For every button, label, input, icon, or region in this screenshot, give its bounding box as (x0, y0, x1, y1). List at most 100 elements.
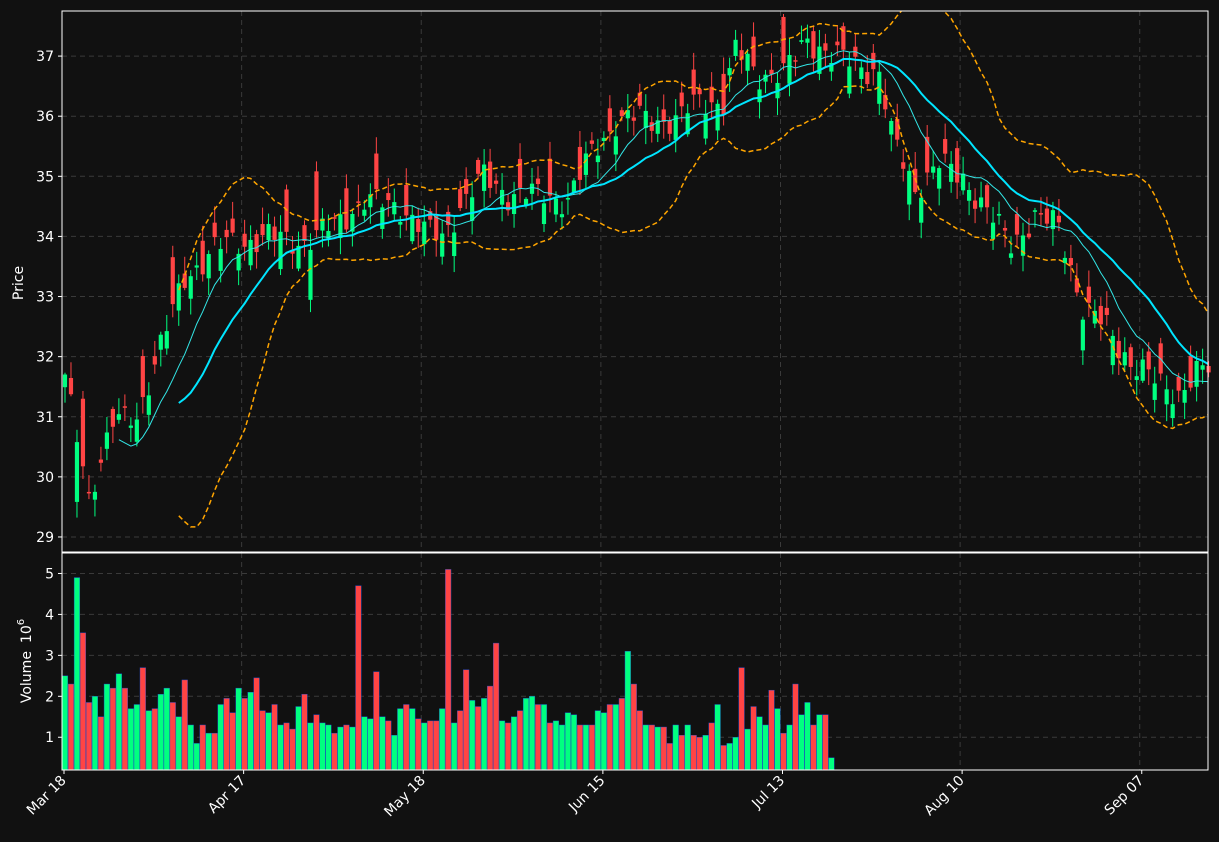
volume-bar (259, 710, 266, 771)
volume-bar (481, 698, 488, 771)
candle-body (224, 229, 229, 238)
candle-body (1134, 376, 1139, 380)
candle-body (326, 231, 331, 239)
candle-body (1050, 210, 1056, 230)
candle-body (937, 168, 942, 189)
candle-body (464, 179, 469, 194)
candle-body (1038, 213, 1044, 215)
candle-body (266, 224, 271, 241)
volume-bar (409, 708, 416, 771)
price-y-tick-label: 32 (36, 350, 54, 366)
volume-bar (756, 716, 763, 771)
candle-body (955, 148, 960, 183)
candle-body (416, 219, 421, 232)
candle-body (571, 180, 577, 193)
volume-bar (654, 726, 661, 771)
candle-body (422, 221, 427, 245)
candle-body (368, 194, 373, 208)
candle-body (589, 140, 594, 144)
price-y-tick-label: 34 (36, 229, 54, 245)
candle-body (200, 240, 205, 275)
candle-body (607, 108, 612, 132)
candle-body (272, 226, 277, 240)
volume-bar (367, 718, 374, 771)
candle-body (996, 213, 1002, 216)
candle-body (1026, 233, 1032, 238)
volume-bar (660, 726, 667, 771)
volume-bar (181, 679, 188, 771)
candle-body (1044, 208, 1050, 224)
volume-bar (355, 585, 362, 771)
candle-body (170, 257, 175, 305)
price-y-tick-label: 33 (36, 290, 54, 306)
candle-body (817, 46, 822, 74)
volume-bar (61, 675, 69, 771)
volume-bar (157, 694, 164, 771)
candle-body (1062, 257, 1067, 264)
volume-y-tick-label: 5 (45, 566, 54, 582)
volume-y-tick-label: 3 (45, 648, 54, 664)
volume-bar (738, 667, 745, 771)
volume-bar (463, 669, 470, 771)
volume-bar (469, 700, 476, 771)
volume-bar (403, 704, 410, 771)
volume-bar (79, 632, 87, 771)
candle-body (703, 113, 708, 139)
candle-body (697, 89, 702, 95)
candle-body (829, 62, 834, 72)
candle-body (601, 137, 606, 142)
candle-body (404, 184, 409, 216)
volume-y-tick-label: 1 (45, 730, 54, 746)
candle-body (972, 200, 978, 209)
candle-body (511, 194, 517, 215)
candle-body (1122, 352, 1127, 366)
volume-bar (780, 732, 787, 771)
candle-body (1068, 258, 1073, 266)
volume-bar (373, 671, 380, 771)
volume-bar (534, 704, 542, 771)
candle-body (428, 211, 433, 220)
volume-bar (103, 683, 110, 771)
bollinger-upper-band (178, 11, 1208, 315)
candle-body (961, 173, 966, 191)
candle-body (919, 197, 924, 223)
volume-bar (750, 706, 757, 771)
candle-body (296, 245, 301, 269)
candle-body (476, 159, 481, 174)
candle-body (1098, 305, 1103, 325)
candle-body (517, 158, 523, 188)
volume-bar (642, 724, 649, 771)
candle-body (637, 92, 642, 106)
volume-bar (457, 710, 464, 771)
volume-bar (313, 714, 320, 771)
candle-body (661, 109, 666, 122)
volume-bar (732, 737, 739, 771)
volume-bar (816, 714, 823, 771)
candle-body (188, 276, 193, 299)
moving-average-slow-line (178, 57, 1208, 404)
candle-body (949, 163, 954, 182)
volume-bar (606, 704, 613, 771)
volume-bar (325, 724, 332, 771)
volume-axis-label: Volume (19, 651, 35, 703)
candle-body (1206, 366, 1211, 373)
volume-bar (511, 716, 518, 771)
volume-bar (618, 698, 625, 771)
volume-bar (600, 712, 607, 771)
volume-bar (666, 743, 673, 771)
candle-body (218, 248, 223, 271)
candle-body (68, 377, 74, 395)
volume-bar (175, 716, 182, 771)
candle-body (452, 232, 457, 257)
volume-bar (552, 720, 560, 771)
volume-bar (570, 714, 577, 771)
candle-body (122, 406, 127, 408)
volume-bar (726, 743, 733, 771)
price-y-tick-label: 37 (36, 49, 54, 65)
candle-body (625, 110, 630, 119)
price-y-tick-label: 31 (36, 410, 54, 426)
volume-bar (493, 642, 500, 771)
volume-bar (445, 569, 452, 771)
volume-scale-exponent: 6 (16, 619, 27, 625)
